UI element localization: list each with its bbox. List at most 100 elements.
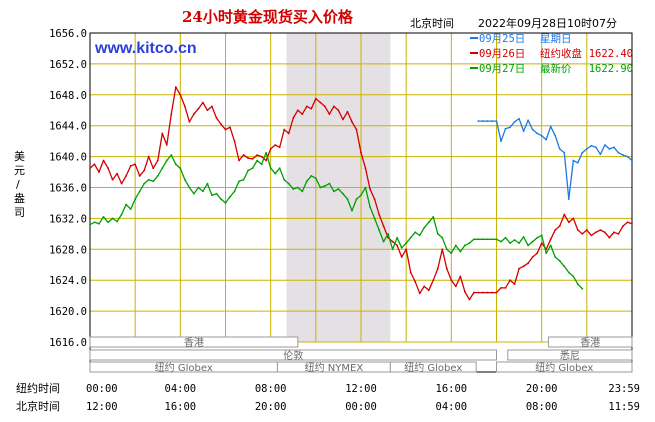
- series-point: [147, 178, 150, 181]
- series-point: [310, 175, 313, 177]
- series-point: [414, 231, 417, 234]
- series-point: [400, 256, 403, 258]
- legend-note: 星期日: [540, 33, 572, 45]
- series-point: [120, 182, 123, 185]
- series-point: [486, 238, 489, 241]
- y-tick-label: 1648.0: [49, 90, 87, 102]
- series-point: [314, 177, 317, 180]
- series-point: [369, 205, 371, 208]
- series-point: [536, 252, 539, 255]
- series-point: [111, 178, 114, 181]
- series-point: [613, 146, 615, 149]
- series-point: [450, 252, 453, 255]
- legend-series-name: 09月27日: [479, 63, 525, 75]
- y-tick-label: 1632.0: [49, 213, 87, 225]
- series-point: [527, 244, 530, 247]
- series-point: [540, 234, 543, 237]
- y-tick-label: 1616.0: [49, 337, 87, 349]
- series-point: [301, 190, 304, 193]
- series-point: [152, 180, 155, 183]
- series-point: [482, 120, 484, 122]
- series-point: [89, 167, 91, 170]
- series-point: [233, 140, 236, 143]
- series-point: [463, 244, 466, 247]
- series-point: [427, 289, 430, 292]
- series-point: [147, 155, 150, 158]
- series-point: [427, 221, 430, 224]
- series-point: [581, 232, 584, 235]
- series-point: [576, 161, 579, 164]
- series-point: [531, 240, 534, 243]
- series-point: [305, 180, 308, 183]
- series-point: [567, 271, 570, 274]
- x-tick-label-bj: 12:00: [86, 401, 118, 413]
- series-point: [626, 155, 629, 158]
- series-point: [134, 198, 137, 200]
- series-point: [206, 109, 209, 112]
- series-point: [260, 155, 263, 158]
- session-bar: [507, 349, 633, 361]
- series-point: [382, 225, 385, 228]
- series-point: [251, 167, 254, 170]
- series-point: [183, 178, 186, 181]
- legend: 09月25日 星期日 09月26日 纽约收盘 1622.40 09月27日 最新价 1622.…: [470, 33, 633, 75]
- x-row-label-bj: 北京时间: [16, 399, 60, 413]
- series-point: [247, 157, 249, 160]
- series-point: [554, 256, 557, 258]
- series-point: [509, 242, 511, 245]
- series-point: [531, 128, 534, 131]
- series-point: [333, 105, 335, 108]
- series-point: [373, 217, 376, 220]
- series-point: [441, 248, 444, 251]
- series-point: [572, 159, 575, 162]
- x-tick-label-bj: 20:00: [255, 401, 287, 413]
- series-point: [495, 291, 498, 294]
- series-point: [224, 128, 227, 131]
- series-point: [423, 226, 426, 229]
- x-tick-labels: 00:00 04:00 08:00 12:00 16:00 20:00 23:59 12:00…: [86, 383, 640, 413]
- series-point: [260, 163, 263, 166]
- series-point: [138, 190, 141, 193]
- series-point: [342, 192, 344, 195]
- series-point: [491, 120, 493, 122]
- series-point: [454, 285, 457, 288]
- series-point: [274, 144, 277, 146]
- series-point: [102, 159, 105, 162]
- series-point: [549, 244, 552, 247]
- series-point: [292, 117, 295, 119]
- y-axis-label-char-3: /: [16, 178, 20, 191]
- series-point: [622, 154, 624, 156]
- series-point: [242, 178, 245, 181]
- y-tick-label: 1652.0: [49, 59, 87, 71]
- series-point: [540, 134, 543, 137]
- series-point: [486, 291, 489, 294]
- series-point: [107, 221, 109, 224]
- series-point: [360, 151, 362, 154]
- series-point: [536, 132, 539, 135]
- series-point: [337, 109, 340, 112]
- series-point: [396, 244, 399, 247]
- series-point: [116, 220, 118, 223]
- series-point: [328, 113, 331, 116]
- series-point: [594, 231, 597, 234]
- series-point: [129, 164, 132, 167]
- series-point: [346, 198, 349, 200]
- series-point: [93, 163, 96, 166]
- series-point: [93, 221, 96, 224]
- series-point: [161, 167, 164, 170]
- series-point: [98, 171, 100, 173]
- series-point: [211, 105, 213, 108]
- series-point: [296, 109, 299, 112]
- series-point: [229, 126, 231, 129]
- series-point: [563, 213, 566, 216]
- legend-note: 纽约收盘: [540, 47, 582, 60]
- x-row-label-ny: 纽约时间: [16, 381, 60, 395]
- series-point: [604, 144, 606, 146]
- series-point: [617, 151, 620, 154]
- legend-series-name: 09月26日: [479, 48, 525, 60]
- series-point: [125, 175, 128, 177]
- series-point: [491, 291, 493, 294]
- series-point: [129, 208, 132, 211]
- series-point: [459, 250, 462, 253]
- series-point: [156, 159, 159, 162]
